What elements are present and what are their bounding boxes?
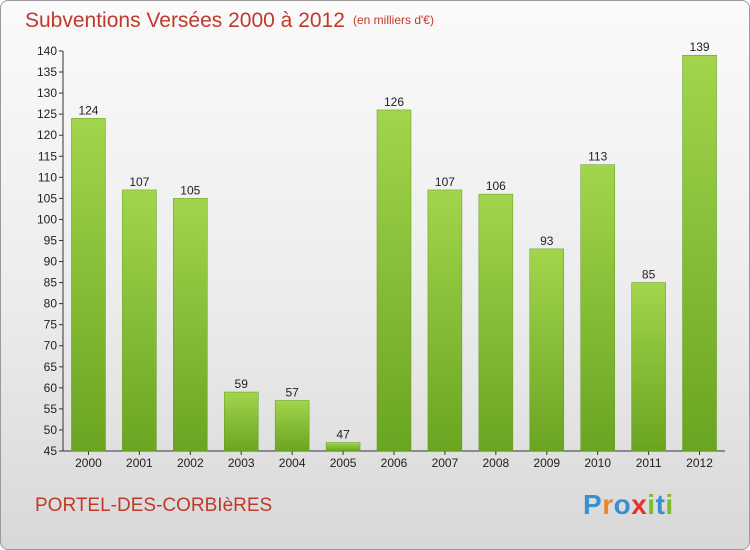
y-tick-label: 80: [44, 297, 58, 311]
x-tick-label: 2010: [584, 456, 611, 470]
x-tick-label: 2004: [279, 456, 306, 470]
data-label: 93: [540, 234, 554, 248]
bar: [325, 442, 361, 452]
x-tick-label: 2002: [177, 456, 204, 470]
commune-name: PORTEL-DES-CORBIèRES: [35, 495, 273, 516]
data-label: 126: [384, 95, 404, 109]
bar: [274, 400, 310, 452]
x-tick-label: 2003: [228, 456, 255, 470]
y-tick-label: 120: [37, 128, 57, 142]
bar: [71, 118, 106, 452]
data-label: 107: [129, 175, 149, 189]
bar: [682, 54, 717, 452]
logo-letter: o: [613, 489, 632, 520]
logo-letter: x: [631, 489, 648, 520]
y-tick-label: 135: [37, 65, 57, 79]
proxiti-logo[interactable]: Proxiti: [583, 489, 674, 521]
y-tick-label: 60: [44, 381, 58, 395]
bar: [580, 164, 615, 452]
logo-letter: r: [602, 489, 614, 520]
x-tick-label: 2011: [636, 456, 662, 470]
x-tick-label: 2005: [330, 456, 357, 470]
bar: [173, 198, 208, 452]
chart-title: Subventions Versées 2000 à 2012: [25, 9, 345, 32]
bar: [529, 248, 565, 452]
data-label: 113: [588, 150, 607, 164]
y-tick-label: 110: [38, 170, 57, 184]
y-tick-label: 125: [37, 107, 57, 121]
data-label: 47: [336, 428, 350, 442]
x-tick-label: 2007: [432, 456, 459, 470]
y-tick-label: 85: [44, 276, 58, 290]
bar: [427, 189, 463, 452]
bar: [631, 282, 666, 452]
data-label: 107: [435, 175, 455, 189]
y-tick-label: 105: [37, 191, 57, 205]
x-tick-label: 2008: [482, 456, 509, 470]
y-tick-label: 65: [44, 360, 58, 374]
x-tick-label: 2000: [75, 456, 102, 470]
logo-letter: i: [665, 489, 674, 520]
data-label: 59: [235, 377, 249, 391]
bar: [376, 109, 412, 452]
data-label: 139: [690, 40, 710, 54]
data-label: 57: [285, 385, 299, 399]
bar: [223, 391, 259, 452]
y-tick-label: 140: [37, 44, 57, 58]
y-tick-label: 50: [44, 423, 58, 437]
y-tick-label: 100: [37, 212, 57, 226]
y-tick-label: 45: [44, 444, 58, 458]
x-tick-label: 2012: [686, 456, 713, 470]
y-tick-label: 95: [44, 233, 58, 247]
data-label: 106: [486, 179, 506, 193]
data-label: 124: [78, 103, 98, 117]
data-label: 105: [180, 183, 200, 197]
logo-letter: i: [647, 489, 656, 520]
x-tick-label: 2006: [381, 456, 408, 470]
logo-letter: t: [655, 489, 666, 520]
bar: [122, 189, 157, 452]
y-tick-label: 70: [44, 339, 58, 353]
logo-letter: P: [583, 489, 603, 520]
chart-unit: (en milliers d'€): [353, 13, 434, 27]
y-tick-label: 90: [44, 255, 58, 269]
x-tick-label: 2001: [126, 456, 153, 470]
y-tick-label: 130: [37, 86, 57, 100]
bar: [478, 193, 514, 452]
bars: 124 107 105 59 57 47 126 107 106 93 113 85 139: [71, 40, 717, 452]
data-label: 85: [642, 268, 656, 282]
y-tick-label: 115: [38, 149, 57, 163]
y-tick-label: 75: [44, 318, 58, 332]
y-tick-label: 55: [44, 402, 58, 416]
x-tick-label: 2009: [533, 456, 560, 470]
